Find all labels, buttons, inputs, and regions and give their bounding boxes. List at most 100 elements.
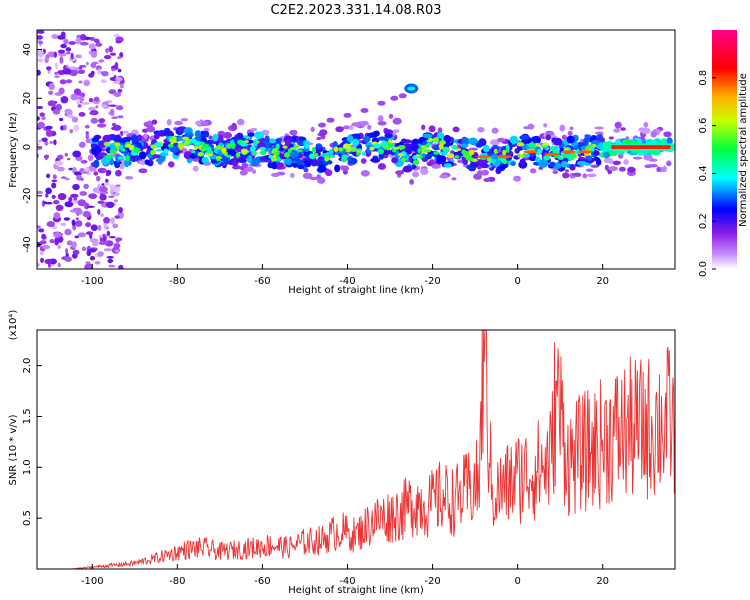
spectrogram-haze-cell <box>180 118 189 122</box>
spectrogram-peak-cell <box>397 145 406 150</box>
spectrogram-haze-cell <box>351 122 361 127</box>
spectrogram-noise-cell <box>44 56 49 64</box>
spectrogram-peak-cell <box>297 149 303 153</box>
snr-x-tick-label: -80 <box>169 576 185 587</box>
spectrogram-peak-cell <box>522 153 527 157</box>
spectrogram-noise-cell <box>37 30 45 34</box>
snr-series-line <box>37 330 675 569</box>
spectrogram-noise-cell <box>109 76 117 81</box>
spectrogram-noise-cell <box>53 231 62 238</box>
spectrogram-haze-cell <box>192 165 199 172</box>
spectrogram-noise-cell <box>75 217 79 220</box>
spectrogram-noise-cell <box>53 51 58 58</box>
spectrogram-haze-cell <box>496 137 506 143</box>
spectrogram-noise-cell <box>110 217 115 225</box>
spectrogram-haze-cell <box>608 136 614 140</box>
spectrogram-peak-cell <box>412 155 418 160</box>
spectrogram-noise-cell <box>93 96 100 102</box>
spectrogram-noise-cell <box>47 100 56 107</box>
spectrogram-peak-cell <box>361 151 367 156</box>
spectrogram-noise-cell <box>77 104 82 108</box>
spectrogram-peak-cell <box>203 143 210 149</box>
spectrogram-peak-cell <box>338 147 344 152</box>
spectrogram-noise-cell <box>52 174 57 180</box>
spectrogram-noise-cell <box>37 225 41 229</box>
spectrogram-peak-cell <box>255 140 260 144</box>
spectrogram-noise-cell <box>57 166 65 172</box>
colorbar-tick-label: 0.0 <box>698 261 709 277</box>
spectrogram-haze-cell <box>377 115 384 122</box>
spectrogram-band-cell <box>576 160 587 166</box>
spectrogram-haze-cell <box>529 168 537 174</box>
spectrogram-noise-cell <box>41 233 46 240</box>
spectrogram-haze-cell <box>237 118 245 126</box>
spectrogram-noise-cell <box>66 240 73 246</box>
spectrogram-peak-cell <box>197 152 204 157</box>
spectrogram-peak-cell <box>241 148 249 155</box>
spectrogram-noise-cell <box>114 215 121 219</box>
spectrogram-peak-cell <box>550 145 555 152</box>
spectrogram-band-cell <box>461 137 470 146</box>
spectrogram-peak-cell <box>561 150 576 154</box>
spectrogram-peak-cell <box>432 137 440 143</box>
spectrogram-peak-cell <box>226 143 231 149</box>
spectrogram-noise-cell <box>59 117 64 122</box>
spectrogram-noise-cell <box>37 35 44 40</box>
spectrogram-noise-cell <box>97 251 104 257</box>
spectrogram-peak-cell <box>387 139 393 144</box>
spectrogram-feature-cell <box>398 93 407 99</box>
spectrogram-band-cell <box>315 143 323 149</box>
spectrogram-band-cell <box>144 159 150 165</box>
spectrogram-noise-cell <box>113 199 118 202</box>
spectrogram-noise-cell <box>49 140 53 145</box>
spectrogram-band-cell <box>603 151 610 159</box>
spectrogram-haze-cell <box>310 126 315 132</box>
spectrogram-panel: -100 -80 -60 -40 -20 0 20 -40 -20 0 20 40 Height o… <box>8 29 676 296</box>
spectrogram-peak-cell <box>461 150 469 154</box>
spectrogram-noise-cell <box>86 205 95 208</box>
spectrogram-peak-cell <box>156 148 163 152</box>
spectrogram-peak-cell <box>544 145 550 151</box>
spectrogram-peak-cell <box>433 151 440 155</box>
spectrogram-peak-cell <box>226 154 232 158</box>
spectrogram-noise-cell <box>64 228 72 236</box>
spectrogram-noise-cell <box>113 80 121 84</box>
spectrogram-peak-cell <box>275 143 280 150</box>
spectrogram-noise-cell <box>37 121 46 129</box>
spectrogram-haze-cell <box>317 177 326 184</box>
spectrogram-noise-cell <box>105 178 109 183</box>
spectrogram-noise-cell <box>105 201 115 208</box>
spectrogram-peak-cell <box>268 154 274 159</box>
spectrogram-noise-cell <box>45 193 49 198</box>
spectrogram-peak-cell <box>386 146 391 151</box>
spectrogram-haze-cell <box>451 177 457 181</box>
spectrogram-noise-cell <box>114 61 119 70</box>
spectrogram-noise-cell <box>60 43 67 49</box>
spectrogram-noise-cell <box>105 48 109 54</box>
spectrogram-noise-cell <box>51 179 58 183</box>
spectrogram-haze-cell <box>613 128 621 133</box>
spectrogram-peak-cell <box>553 155 561 159</box>
spectrogram-band-cell <box>123 159 130 168</box>
spectrogram-haze-cell <box>612 160 621 166</box>
spectrogram-peak-cell <box>463 153 471 159</box>
spectrogram-peak-cell <box>476 155 491 159</box>
snr-y-tick-label: 2.0 <box>22 358 33 374</box>
spectrogram-noise-cell <box>90 224 98 231</box>
spectrogram-haze-cell <box>243 166 254 172</box>
spectrogram-haze-cell <box>119 163 125 170</box>
spectrogram-feature-cell <box>407 86 416 91</box>
spectrogram-peak-cell <box>543 155 551 161</box>
colorbar-gradient <box>712 30 737 269</box>
spectrogram-haze-cell <box>567 130 573 136</box>
spectrogram-haze-cell <box>491 127 499 134</box>
snr-x-tick-label: -20 <box>424 576 440 587</box>
spectrogram-band-cell <box>597 134 603 139</box>
spectrogram-haze-cell <box>252 169 257 174</box>
spectrogram-band-cell <box>490 154 499 160</box>
spectrogram-haze-cell <box>565 169 569 173</box>
spectrogram-haze-cell <box>343 125 351 130</box>
spectrogram-peak-cell <box>562 154 569 159</box>
spectrogram-noise-cell <box>46 66 52 71</box>
spectrogram-noise-cell <box>101 104 107 108</box>
